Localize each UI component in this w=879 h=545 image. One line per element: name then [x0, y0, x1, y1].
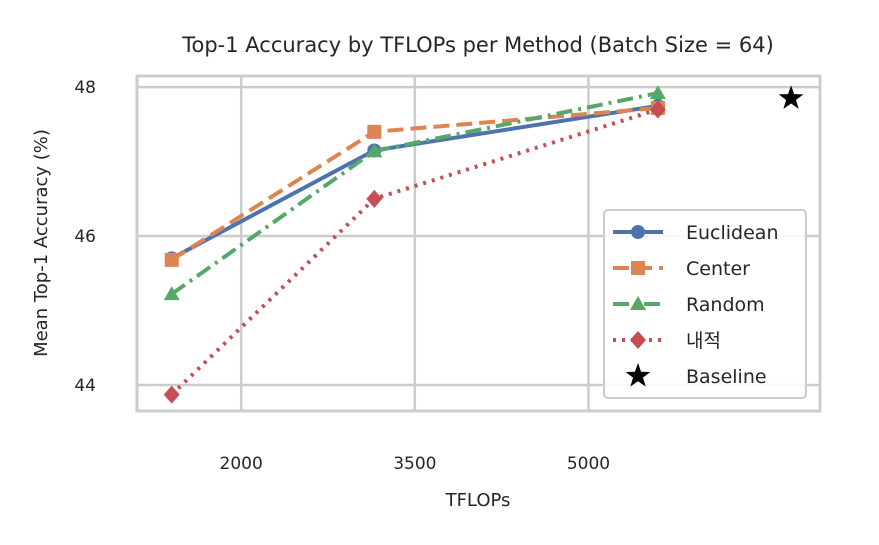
- data-point: [366, 189, 383, 208]
- y-axis: 44 46 48: [74, 78, 96, 396]
- legend: Euclidean Center Random 내적 Baseline: [603, 209, 807, 399]
- legend-label: Random: [686, 294, 765, 316]
- x-axis: 2000 3500 5000: [220, 454, 611, 474]
- baseline-point: [778, 85, 804, 109]
- data-point: [367, 124, 382, 139]
- legend-label: Euclidean: [686, 222, 779, 244]
- data-point: [163, 385, 180, 404]
- legend-entry: Center: [613, 258, 750, 280]
- legend-label: Baseline: [686, 366, 767, 388]
- x-tick-label: 3500: [393, 454, 436, 474]
- data-point: [163, 286, 180, 301]
- y-axis-label: Mean Top-1 Accuracy (%): [31, 129, 52, 357]
- series-layer: [163, 85, 804, 404]
- data-point: [649, 85, 666, 100]
- y-tick-label: 48: [74, 78, 96, 98]
- x-tick-label: 2000: [220, 454, 263, 474]
- legend-marker: [625, 363, 651, 387]
- y-tick-label: 44: [74, 376, 96, 396]
- legend-box: [603, 209, 807, 399]
- legend-marker: [630, 331, 646, 349]
- legend-entry: Euclidean: [613, 222, 779, 244]
- legend-label: 내적: [686, 330, 721, 352]
- legend-marker: [631, 261, 645, 275]
- x-tick-label: 5000: [567, 454, 610, 474]
- legend-marker: [631, 225, 645, 239]
- legend-marker: [630, 296, 646, 310]
- x-axis-label: TFLOPs: [445, 490, 511, 511]
- legend-entry: Random: [613, 294, 765, 316]
- data-point: [164, 252, 179, 267]
- y-tick-label: 46: [74, 227, 96, 247]
- plot-frame: [135, 74, 822, 413]
- series-2: [163, 85, 666, 301]
- legend-label: Center: [686, 258, 750, 280]
- series-line: [170, 91, 659, 296]
- chart-title: Top-1 Accuracy by TFLOPs per Method (Bat…: [181, 33, 774, 57]
- series-3: [163, 100, 666, 404]
- legend-entry: 내적: [613, 330, 721, 352]
- data-point: [366, 143, 383, 158]
- legend-entry: Baseline: [625, 363, 767, 388]
- data-point: [649, 100, 666, 119]
